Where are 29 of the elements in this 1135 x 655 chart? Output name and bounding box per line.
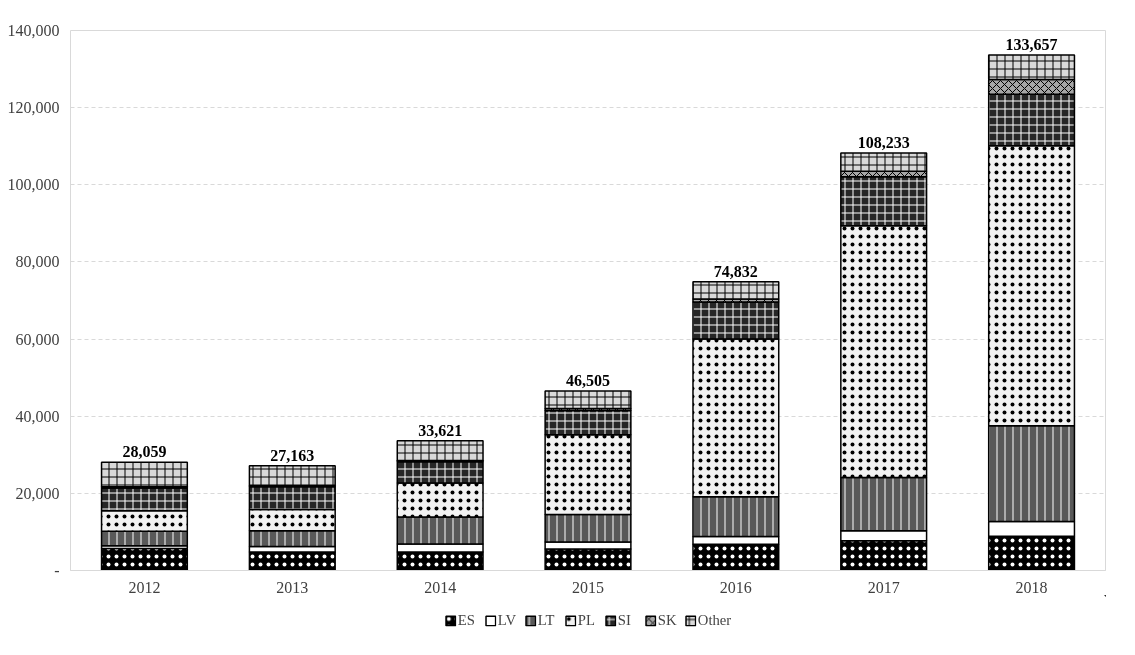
y-tick-label: 140,000 bbox=[7, 22, 60, 39]
y-tick-label: 100,000 bbox=[7, 176, 60, 194]
total-label: 74,832 bbox=[713, 262, 758, 280]
legend-label: LT bbox=[537, 611, 556, 629]
x-tick-label: 2016 bbox=[719, 578, 752, 596]
x-tick-label: 2018 bbox=[1015, 578, 1048, 596]
x-tick-label: 2017 bbox=[867, 578, 900, 596]
total-label: 33,621 bbox=[418, 421, 463, 439]
x-tick-label: 2012 bbox=[128, 578, 161, 596]
legend-label: Other bbox=[697, 611, 732, 629]
total-label: 133,657 bbox=[1005, 35, 1058, 53]
y-tick-label: 20,000 bbox=[15, 484, 60, 502]
y-tick-label: 80,000 bbox=[15, 253, 60, 271]
legend-label: LV bbox=[497, 611, 517, 629]
legend-label: PL bbox=[577, 611, 596, 629]
total-label: 28,059 bbox=[122, 443, 167, 461]
legend-label: SK bbox=[657, 611, 678, 629]
x-tick-label: 2013 bbox=[276, 578, 309, 596]
legend-label: ES bbox=[457, 611, 476, 629]
x-tick-label: 2014 bbox=[424, 578, 457, 596]
total-label: 108,233 bbox=[857, 134, 910, 152]
y-tick-label: 40,000 bbox=[15, 407, 60, 425]
y-tick-label: - bbox=[54, 562, 60, 579]
total-label: 27,163 bbox=[270, 446, 315, 464]
total-label: 46,505 bbox=[566, 372, 610, 390]
y-tick-label: 60,000 bbox=[15, 330, 60, 348]
y-tick-label: 120,000 bbox=[7, 99, 60, 117]
legend-label: SI bbox=[617, 611, 632, 629]
x-tick-label: 2015 bbox=[572, 578, 604, 596]
